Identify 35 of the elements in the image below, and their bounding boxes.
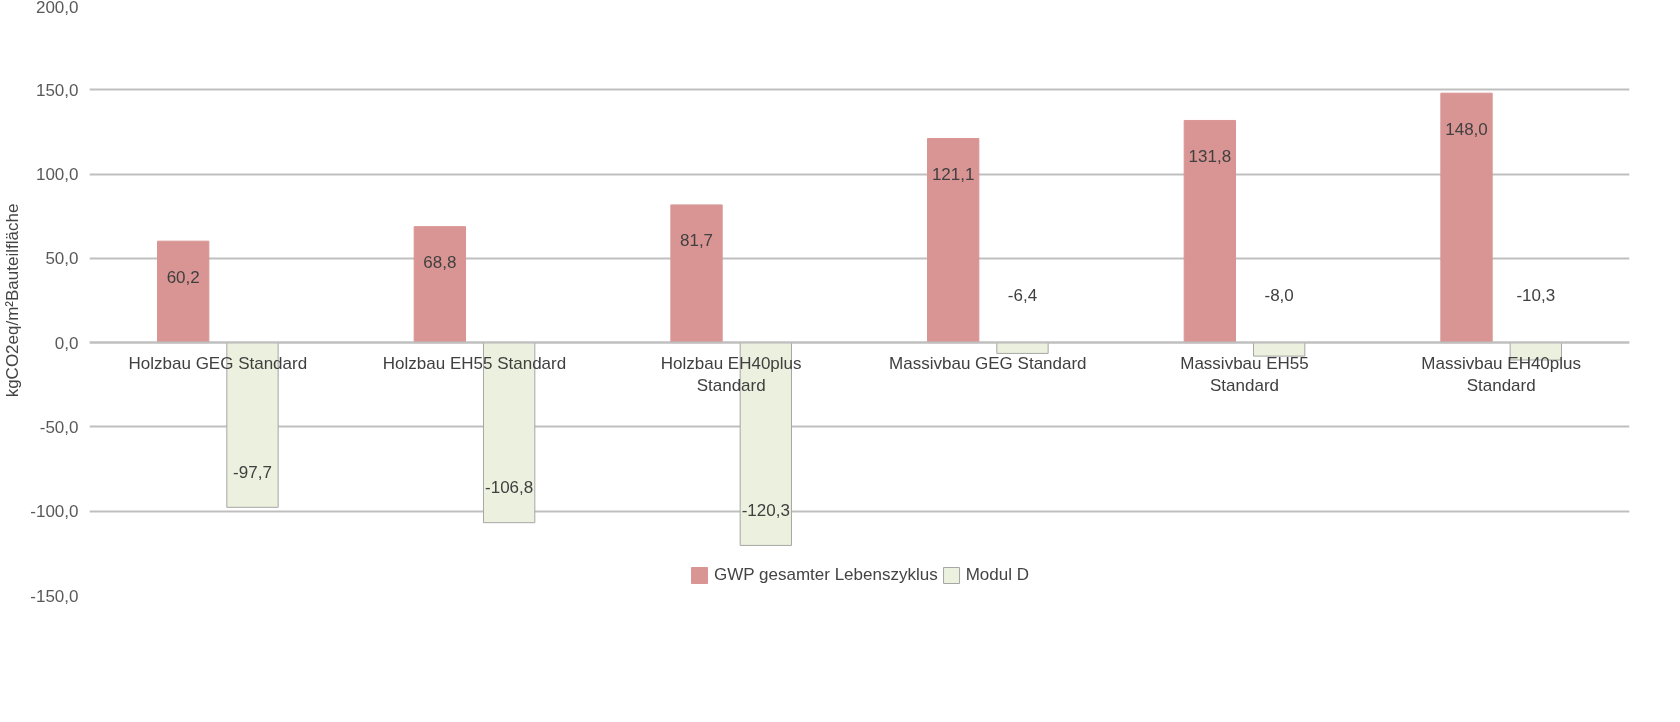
legend-label: GWP gesamter Lebenszyklus bbox=[714, 565, 938, 585]
bar bbox=[670, 204, 723, 344]
y-tick-label: 0,0 bbox=[54, 333, 79, 353]
data-label: 81,7 bbox=[679, 231, 714, 251]
x-tick-label: Holzbau EH40plus Standard bbox=[660, 353, 802, 396]
bar bbox=[1183, 119, 1237, 344]
data-label: 121,1 bbox=[931, 164, 975, 184]
y-tick-label: 50,0 bbox=[45, 249, 79, 269]
x-tick-label: Massivbau EH40plus Standard bbox=[1421, 353, 1582, 396]
y-tick-label: -50,0 bbox=[39, 417, 79, 437]
bar bbox=[413, 226, 467, 344]
data-label: 60,2 bbox=[166, 267, 200, 287]
x-tick-label: Massivbau GEG Standard bbox=[889, 353, 1087, 373]
data-label: -97,7 bbox=[233, 462, 272, 482]
y-tick-label: 200,0 bbox=[35, 0, 79, 17]
data-label: -8,0 bbox=[1264, 286, 1294, 306]
legend-label: Modul D bbox=[965, 565, 1029, 585]
x-tick-label: Holzbau EH55 Standard bbox=[382, 353, 567, 373]
bar bbox=[157, 240, 210, 344]
data-label: -10,3 bbox=[1516, 286, 1556, 306]
x-tick-label: Holzbau GEG Standard bbox=[128, 353, 308, 373]
y-tick-label: -100,0 bbox=[30, 502, 79, 522]
bar bbox=[1440, 92, 1493, 344]
bar bbox=[927, 138, 980, 344]
data-label: -6,4 bbox=[1007, 286, 1038, 306]
data-label: 68,8 bbox=[423, 253, 457, 273]
y-tick-label: 150,0 bbox=[35, 80, 79, 100]
data-label: -120,3 bbox=[741, 501, 790, 521]
data-label: -106,8 bbox=[485, 478, 534, 498]
data-label: 131,8 bbox=[1188, 146, 1232, 166]
x-tick-label: Massivbau EH55 Standard bbox=[1180, 353, 1309, 396]
y-tick-label: 100,0 bbox=[35, 165, 79, 185]
data-label: 148,0 bbox=[1445, 119, 1488, 139]
y-tick-label: -150,0 bbox=[30, 586, 79, 606]
y-axis-title: kgCO2eq/m²Bauteilfläche bbox=[3, 203, 23, 398]
